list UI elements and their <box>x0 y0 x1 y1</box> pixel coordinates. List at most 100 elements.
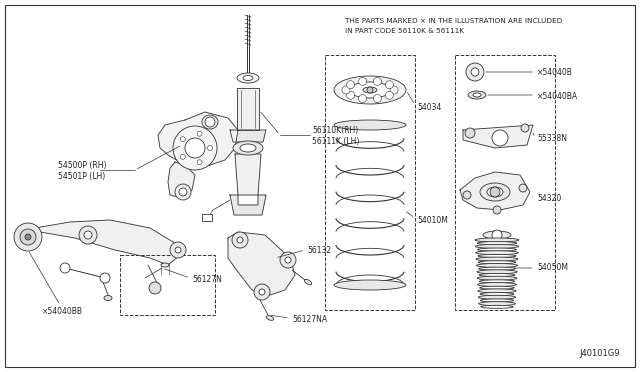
Text: 54320: 54320 <box>537 193 561 202</box>
Ellipse shape <box>243 76 253 80</box>
Circle shape <box>285 257 291 263</box>
Circle shape <box>232 232 248 248</box>
Ellipse shape <box>481 299 513 302</box>
Circle shape <box>358 94 367 103</box>
Circle shape <box>254 284 270 300</box>
Text: 54034: 54034 <box>417 103 442 112</box>
Ellipse shape <box>363 87 377 93</box>
Ellipse shape <box>479 302 515 306</box>
Polygon shape <box>230 195 266 215</box>
Circle shape <box>237 237 243 243</box>
Circle shape <box>347 91 355 99</box>
Circle shape <box>20 229 36 245</box>
Circle shape <box>342 86 350 94</box>
Ellipse shape <box>477 283 516 286</box>
Text: ×54040BA: ×54040BA <box>537 92 578 100</box>
Circle shape <box>471 68 479 76</box>
Circle shape <box>373 77 381 86</box>
Text: IN PART CODE 56110K & 56111K: IN PART CODE 56110K & 56111K <box>345 28 464 34</box>
Polygon shape <box>228 232 295 295</box>
Circle shape <box>521 124 529 132</box>
Polygon shape <box>168 162 195 198</box>
Circle shape <box>493 206 501 214</box>
Text: 56127N: 56127N <box>192 276 222 285</box>
Ellipse shape <box>349 82 391 98</box>
Text: 54501P (LH): 54501P (LH) <box>58 171 105 180</box>
Polygon shape <box>20 220 180 265</box>
Circle shape <box>197 131 202 136</box>
Circle shape <box>207 145 212 151</box>
Ellipse shape <box>480 183 510 201</box>
Circle shape <box>367 87 373 93</box>
Text: THE PARTS MARKED × IN THE ILLUSTRATION ARE INCLUDED: THE PARTS MARKED × IN THE ILLUSTRATION A… <box>345 18 563 24</box>
Ellipse shape <box>240 144 256 152</box>
Circle shape <box>100 273 110 283</box>
Ellipse shape <box>334 76 406 104</box>
Text: 56132: 56132 <box>307 246 331 254</box>
Circle shape <box>385 91 394 99</box>
Ellipse shape <box>476 244 518 248</box>
Circle shape <box>465 128 475 138</box>
Circle shape <box>180 137 186 142</box>
Ellipse shape <box>479 280 515 283</box>
Ellipse shape <box>477 270 517 274</box>
Ellipse shape <box>104 295 112 301</box>
Ellipse shape <box>233 141 263 155</box>
Ellipse shape <box>480 286 515 289</box>
Ellipse shape <box>480 293 514 296</box>
Circle shape <box>79 226 97 244</box>
Ellipse shape <box>481 305 513 308</box>
Polygon shape <box>158 112 238 168</box>
Circle shape <box>490 187 500 197</box>
Text: J40101G9: J40101G9 <box>579 349 620 358</box>
Text: 54050M: 54050M <box>537 263 568 273</box>
Circle shape <box>373 94 381 103</box>
Circle shape <box>170 242 186 258</box>
Text: ×54040B: ×54040B <box>537 67 573 77</box>
Text: 54010M: 54010M <box>417 215 448 224</box>
Ellipse shape <box>475 238 519 242</box>
Circle shape <box>175 247 181 253</box>
Ellipse shape <box>477 276 517 280</box>
Ellipse shape <box>476 263 518 267</box>
Ellipse shape <box>477 248 516 251</box>
Ellipse shape <box>476 251 518 255</box>
Circle shape <box>149 282 161 294</box>
Circle shape <box>492 230 502 240</box>
Ellipse shape <box>479 267 515 270</box>
Ellipse shape <box>478 254 516 257</box>
Ellipse shape <box>479 273 515 276</box>
Ellipse shape <box>478 261 516 264</box>
Polygon shape <box>235 154 261 195</box>
Ellipse shape <box>483 231 511 239</box>
Ellipse shape <box>334 280 406 290</box>
Circle shape <box>280 252 296 268</box>
Text: 54500P (RH): 54500P (RH) <box>58 160 106 170</box>
Circle shape <box>259 289 265 295</box>
Ellipse shape <box>487 187 503 197</box>
Ellipse shape <box>478 295 516 299</box>
Ellipse shape <box>266 316 274 320</box>
Circle shape <box>60 263 70 273</box>
Circle shape <box>519 184 527 192</box>
Circle shape <box>14 223 42 251</box>
Text: 56111K (LH): 56111K (LH) <box>312 137 360 145</box>
Circle shape <box>492 130 508 146</box>
Circle shape <box>390 86 398 94</box>
Text: ×54040BB: ×54040BB <box>42 308 83 317</box>
Circle shape <box>84 231 92 239</box>
Circle shape <box>173 126 217 170</box>
Ellipse shape <box>334 120 406 130</box>
Polygon shape <box>460 172 530 210</box>
Circle shape <box>205 117 215 127</box>
Circle shape <box>463 191 471 199</box>
Text: 55338N: 55338N <box>537 134 567 142</box>
Circle shape <box>358 77 367 86</box>
Ellipse shape <box>473 93 481 97</box>
Circle shape <box>175 184 191 200</box>
Circle shape <box>180 154 186 159</box>
Text: 56110K(RH): 56110K(RH) <box>312 125 358 135</box>
Ellipse shape <box>478 289 516 293</box>
Ellipse shape <box>161 263 169 267</box>
Ellipse shape <box>468 91 486 99</box>
